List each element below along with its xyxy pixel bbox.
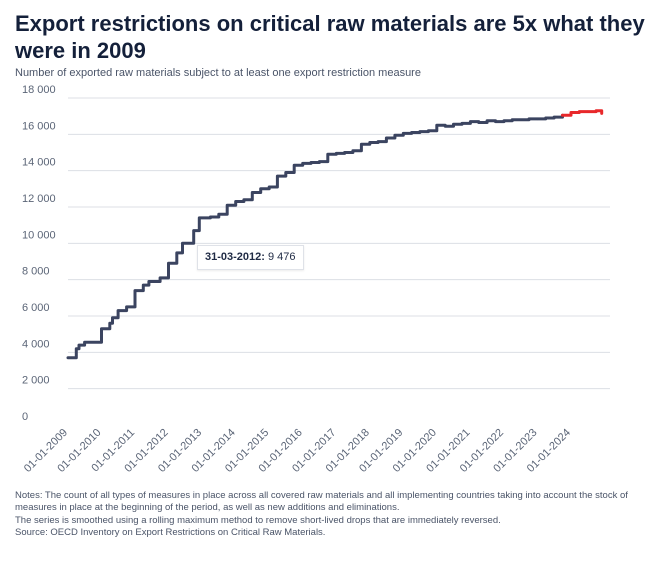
series-point bbox=[477, 121, 480, 124]
series-point bbox=[77, 343, 81, 347]
y-tick-label: 18 000 bbox=[22, 84, 56, 96]
series-point bbox=[393, 134, 397, 137]
series-point bbox=[586, 110, 589, 113]
series-point bbox=[293, 164, 296, 167]
series-point bbox=[276, 174, 279, 178]
series-point bbox=[175, 251, 179, 255]
data-tooltip: 31-03-2012: 9 476 bbox=[197, 245, 304, 270]
series-point bbox=[427, 129, 430, 132]
series-point bbox=[460, 122, 464, 125]
series-point bbox=[318, 160, 321, 163]
series-point bbox=[108, 322, 111, 325]
series-point bbox=[368, 141, 372, 144]
y-tick-label: 12 000 bbox=[22, 193, 56, 205]
series-point bbox=[75, 347, 78, 350]
chart-subtitle: Number of exported raw materials subject… bbox=[15, 67, 421, 79]
series-point bbox=[385, 136, 388, 140]
series-point bbox=[142, 283, 145, 287]
series-point bbox=[485, 119, 489, 122]
y-tick-label: 14 000 bbox=[22, 157, 56, 169]
series-point bbox=[301, 162, 304, 165]
line-chart: 0 2 000 4 000 6 000 8 000 10 000 12 000 14 000 1… bbox=[22, 84, 610, 475]
series-point bbox=[192, 229, 195, 232]
series-point bbox=[418, 130, 422, 133]
series-point bbox=[469, 120, 472, 123]
series-point bbox=[452, 123, 455, 126]
series-point bbox=[251, 191, 254, 194]
series-point bbox=[125, 305, 128, 309]
notes-text: Notes: The count of all types of measure… bbox=[15, 490, 628, 514]
series-point bbox=[335, 152, 338, 155]
series-point bbox=[536, 117, 539, 121]
series-point bbox=[578, 110, 581, 113]
series-point bbox=[147, 280, 151, 283]
series-point bbox=[133, 289, 137, 292]
y-tick-label: 6 000 bbox=[22, 302, 50, 314]
chart-title: Export restrictions on critical raw mate… bbox=[15, 11, 645, 63]
grid-lines bbox=[68, 97, 610, 390]
series-point bbox=[66, 356, 70, 359]
y-tick-label: 16 000 bbox=[22, 120, 56, 132]
series-point bbox=[343, 151, 346, 154]
series-point bbox=[502, 119, 506, 122]
series-point bbox=[242, 198, 246, 201]
series-point bbox=[552, 115, 556, 119]
series-point bbox=[309, 161, 313, 164]
series-point bbox=[511, 118, 514, 122]
series-point bbox=[100, 327, 103, 330]
series-point bbox=[217, 213, 220, 216]
series-point bbox=[594, 109, 598, 112]
series-point bbox=[234, 200, 237, 203]
series-point bbox=[226, 203, 229, 207]
series-point bbox=[259, 187, 262, 191]
series-point bbox=[351, 149, 355, 152]
series-point bbox=[198, 216, 201, 220]
series-point bbox=[181, 242, 184, 245]
series-point bbox=[569, 111, 573, 114]
smoothing-note: The series is smoothed using a rolling m… bbox=[15, 514, 501, 526]
series-point bbox=[443, 124, 447, 128]
series-point bbox=[83, 341, 86, 344]
series-point bbox=[326, 153, 330, 156]
series-point bbox=[209, 215, 212, 219]
series-point bbox=[527, 117, 531, 121]
series-point bbox=[158, 276, 162, 280]
series-point bbox=[561, 114, 564, 117]
series-point bbox=[111, 316, 114, 320]
tooltip-value: 9 476 bbox=[268, 251, 296, 263]
source-note: Source: OECD Inventory on Export Restric… bbox=[15, 526, 326, 538]
y-tick-label: 4 000 bbox=[22, 338, 50, 350]
series-point bbox=[435, 124, 439, 127]
series-point bbox=[360, 143, 363, 146]
series-point bbox=[402, 132, 405, 135]
series-point bbox=[116, 309, 120, 312]
series-point bbox=[267, 185, 271, 189]
recent-series-line bbox=[561, 109, 604, 117]
x-axis-labels: 01-01-200901-01-201001-01-201101-01-2012… bbox=[22, 427, 573, 475]
series-point bbox=[494, 120, 497, 123]
y-tick-label: 2 000 bbox=[22, 375, 50, 387]
series-point bbox=[284, 171, 287, 174]
tooltip-date: 31-03-2012: bbox=[205, 251, 265, 263]
y-tick-label: 8 000 bbox=[22, 266, 50, 278]
restrictions-series-line bbox=[66, 113, 564, 360]
series-point bbox=[519, 118, 522, 122]
series-lines bbox=[66, 109, 604, 360]
y-tick-label: 10 000 bbox=[22, 229, 56, 241]
series-point bbox=[376, 140, 380, 143]
series-point bbox=[167, 262, 170, 265]
series-point bbox=[410, 131, 413, 134]
y-tick-label: 0 bbox=[22, 411, 28, 423]
series-point bbox=[544, 116, 547, 120]
y-axis-labels: 0 2 000 4 000 6 000 8 000 10 000 12 000 14 000 1… bbox=[22, 84, 56, 423]
chart-notes: Notes: The count of all types of measure… bbox=[15, 490, 655, 539]
series-point bbox=[600, 112, 603, 115]
